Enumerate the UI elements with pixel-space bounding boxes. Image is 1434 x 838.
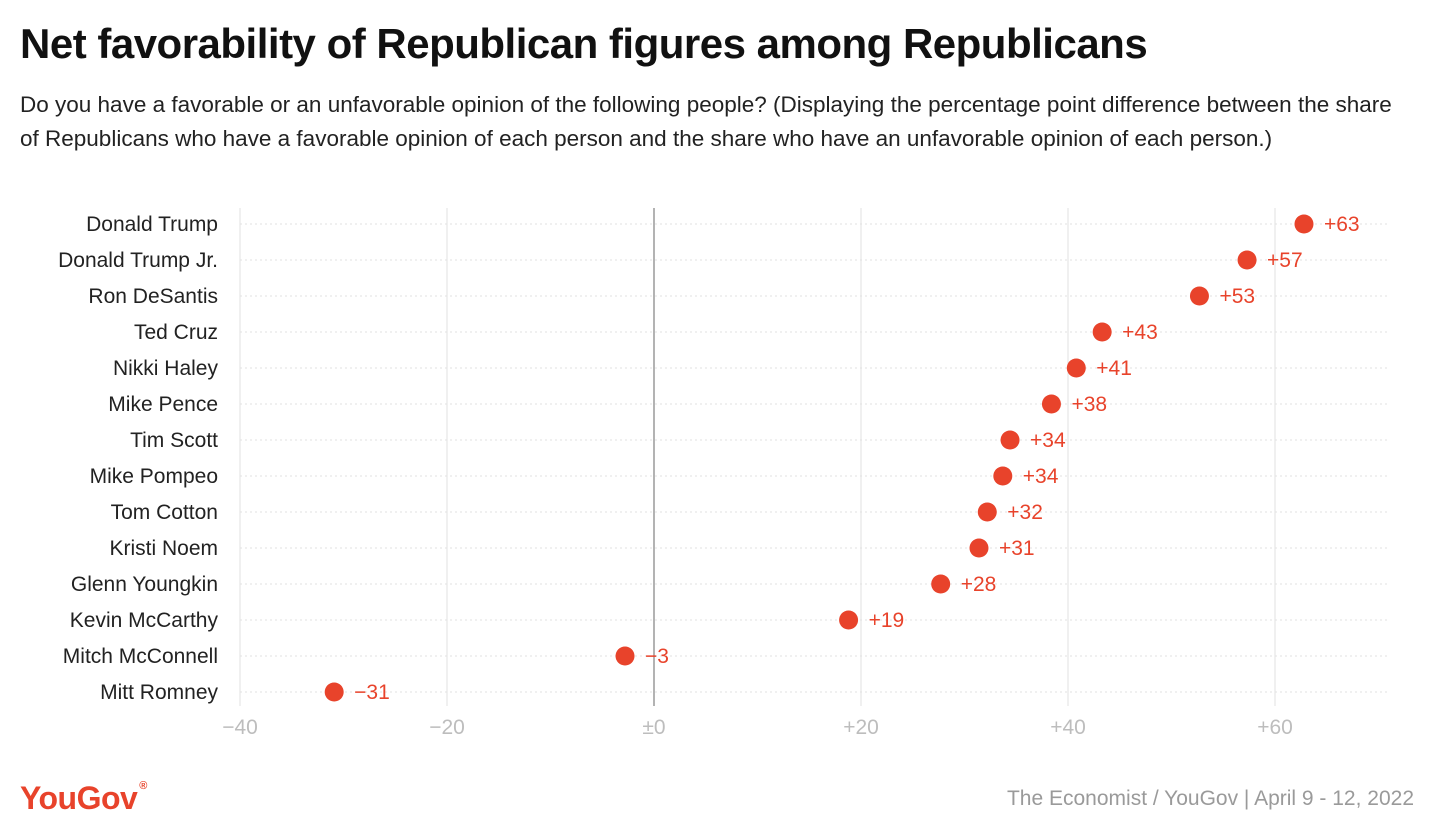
x-tick-label: ±0 [642,716,665,739]
data-point [324,682,344,702]
category-label: Mike Pompeo [90,465,218,488]
value-label: +53 [1219,285,1255,308]
category-label: Donald Trump [86,213,218,236]
data-point [1066,358,1086,378]
category-label: Donald Trump Jr. [58,249,218,272]
data-point [1041,394,1061,414]
category-label: Ron DeSantis [88,285,218,308]
category-label: Mike Pence [108,393,218,416]
chart-title: Net favorability of Republican figures a… [20,20,1148,67]
value-label: +19 [869,609,905,632]
category-label: Tom Cotton [111,501,218,524]
value-label: +43 [1122,321,1158,344]
data-point [931,574,951,594]
data-point [977,502,997,522]
value-label: +32 [1007,501,1043,524]
category-label: Kevin McCarthy [70,609,219,632]
category-label: Nikki Haley [113,357,219,380]
chart-subtitle: Do you have a favorable or an unfavorabl… [20,92,1392,151]
category-label: Kristi Noem [109,537,218,560]
value-label: +57 [1267,249,1303,272]
x-tick-label: +60 [1257,716,1293,739]
data-point [1092,322,1112,342]
yougov-logo: YouGov ® [20,780,147,817]
source-note: The Economist / YouGov | April 9 - 12, 2… [1006,787,1414,810]
value-label: −31 [354,681,390,704]
trademark-symbol: ® [139,780,147,792]
value-label: +63 [1324,213,1360,236]
x-tick-label: −20 [429,716,465,739]
data-point [969,538,989,558]
x-tick-label: +40 [1050,716,1086,739]
data-point [1000,430,1020,450]
value-label: +34 [1023,465,1059,488]
value-label: +34 [1030,429,1066,452]
category-label: Mitt Romney [100,681,218,704]
data-point [993,466,1013,486]
data-point [839,610,859,630]
data-point [1189,286,1209,306]
yougov-logo-text: YouGov [20,780,138,816]
value-label: +31 [999,537,1035,560]
value-label: +28 [961,573,997,596]
category-label: Tim Scott [130,429,218,452]
category-label: Mitch McConnell [63,645,218,668]
x-tick-label: −40 [222,716,258,739]
data-point [1294,214,1314,234]
value-label: +38 [1071,393,1107,416]
category-label: Ted Cruz [134,321,218,344]
data-point [615,646,635,666]
data-point [1237,250,1257,270]
category-label: Glenn Youngkin [71,573,218,596]
value-label: +41 [1096,357,1132,380]
x-tick-label: +20 [843,716,879,739]
value-label: −3 [645,645,669,668]
